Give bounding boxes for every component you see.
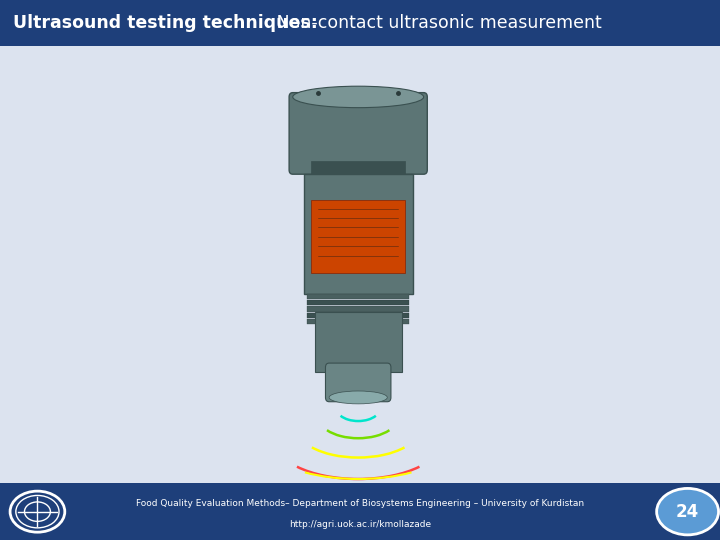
FancyBboxPatch shape bbox=[307, 294, 409, 299]
Bar bbox=[0, 483, 720, 540]
FancyBboxPatch shape bbox=[307, 300, 409, 305]
Ellipse shape bbox=[293, 86, 423, 107]
FancyBboxPatch shape bbox=[307, 313, 409, 318]
FancyBboxPatch shape bbox=[289, 93, 427, 174]
FancyBboxPatch shape bbox=[311, 161, 405, 183]
FancyBboxPatch shape bbox=[315, 312, 402, 372]
FancyBboxPatch shape bbox=[311, 200, 405, 273]
Text: 24: 24 bbox=[676, 503, 699, 521]
FancyBboxPatch shape bbox=[307, 306, 409, 312]
FancyBboxPatch shape bbox=[307, 319, 409, 325]
Bar bbox=[0, 0, 720, 46]
Text: Ultrasound testing techniques:: Ultrasound testing techniques: bbox=[13, 14, 318, 32]
Ellipse shape bbox=[329, 391, 387, 404]
FancyBboxPatch shape bbox=[304, 174, 413, 294]
Circle shape bbox=[657, 488, 719, 535]
Text: Food Quality Evaluation Methods– Department of Biosystems Engineering – Universi: Food Quality Evaluation Methods– Departm… bbox=[136, 499, 584, 508]
FancyBboxPatch shape bbox=[325, 363, 391, 402]
Text: http://agri.uok.ac.ir/kmollazade: http://agri.uok.ac.ir/kmollazade bbox=[289, 519, 431, 529]
Text: Non-contact ultrasonic measurement: Non-contact ultrasonic measurement bbox=[271, 14, 601, 32]
